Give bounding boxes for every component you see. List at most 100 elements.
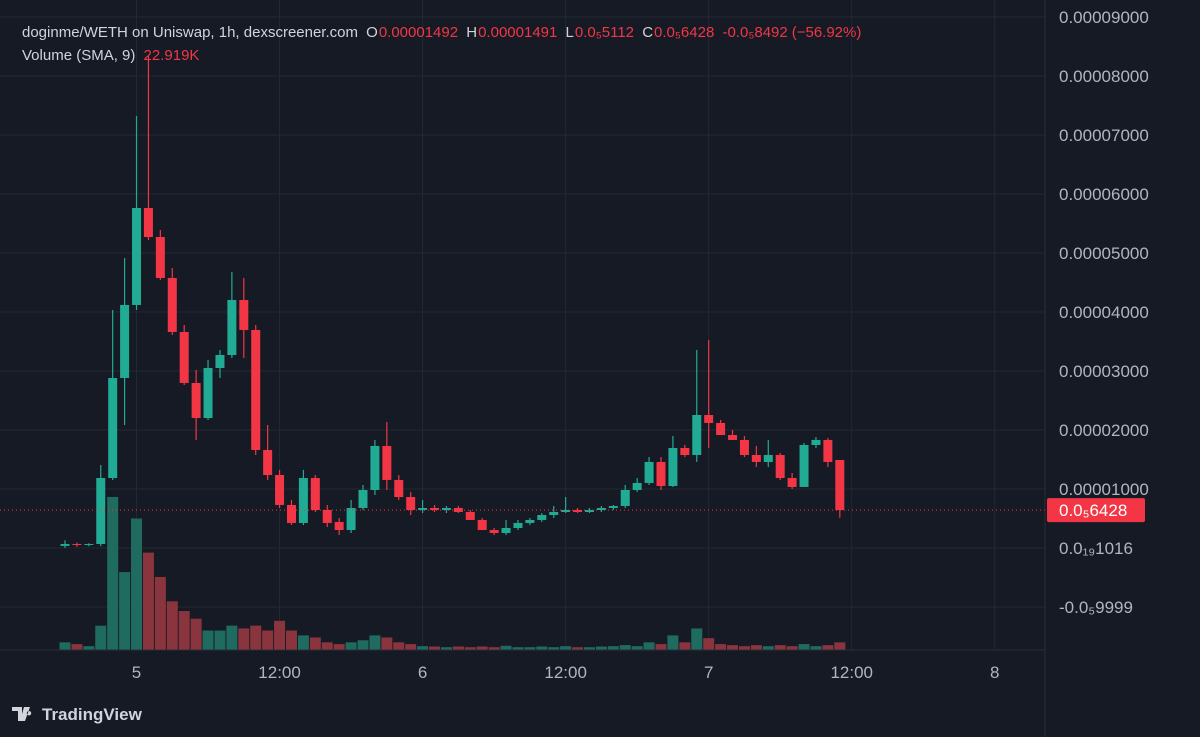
- candle-body: [561, 509, 571, 512]
- volume-bar: [572, 647, 584, 650]
- ohlc-value: 0.00001491: [478, 24, 558, 41]
- volume-bar: [381, 637, 393, 650]
- volume-bar: [464, 647, 476, 650]
- volume-bar: [333, 644, 345, 650]
- candle-body: [358, 489, 368, 508]
- candle-body: [84, 543, 94, 545]
- candle-body: [406, 497, 416, 510]
- volume-bar: [834, 642, 846, 650]
- volume-pane: [59, 496, 846, 650]
- volume-bar: [595, 646, 607, 650]
- volume-bar: [429, 646, 441, 650]
- symbol-title: doginme/WETH on Uniswap, 1h, dexscreener…: [22, 24, 358, 41]
- volume-bar: [476, 646, 488, 650]
- volume-bar: [405, 644, 417, 650]
- volume-bar: [345, 642, 357, 650]
- candle-body: [739, 439, 749, 456]
- candle-body: [203, 367, 213, 419]
- change-percent: (−56.92%): [791, 24, 862, 41]
- volume-bar: [178, 611, 190, 650]
- volume-bar: [309, 637, 321, 650]
- candle-body: [191, 382, 201, 419]
- volume-bar: [393, 642, 405, 650]
- volume-bar: [619, 645, 631, 650]
- candle-body: [382, 445, 392, 480]
- ohlc-name: O: [366, 24, 378, 41]
- candle-body: [322, 509, 332, 523]
- y-tick-label: 0.00005000: [1059, 244, 1149, 263]
- candle-body: [704, 415, 714, 423]
- x-tick-label: 12:00: [830, 663, 873, 682]
- candle-body: [513, 522, 523, 528]
- change: -0.0₅8492: [722, 24, 788, 41]
- candle-body: [668, 447, 678, 486]
- y-tick-label: 0.00001000: [1059, 480, 1149, 499]
- candle-body: [573, 509, 583, 512]
- ohlc-name: C: [642, 24, 654, 41]
- candle-body: [227, 300, 237, 356]
- candle-body: [835, 459, 845, 511]
- candle-body: [584, 509, 594, 512]
- candle-body: [120, 304, 130, 379]
- volume-bar: [83, 646, 95, 650]
- last-price-box: [1047, 498, 1145, 523]
- candle-body: [775, 455, 785, 479]
- volume-bar: [285, 630, 297, 650]
- x-tick-label: 6: [418, 663, 427, 682]
- candle-body: [370, 445, 380, 490]
- candle-body: [751, 455, 761, 462]
- candle-body: [275, 475, 285, 505]
- candle-body: [537, 515, 547, 520]
- volume-bar: [536, 646, 548, 650]
- x-tick-label: 12:00: [258, 663, 301, 682]
- candle-body: [298, 478, 308, 523]
- candle-body: [799, 444, 809, 487]
- volume-bar: [154, 576, 166, 650]
- candle-body: [394, 479, 404, 498]
- volume-bar: [512, 647, 524, 650]
- ohlc-value: 0.00001492: [378, 24, 459, 41]
- candle-body: [155, 237, 165, 279]
- candle-body: [441, 507, 451, 510]
- volume-bar: [679, 642, 691, 650]
- candle-body: [811, 439, 821, 445]
- volume-bar: [369, 635, 381, 650]
- volume-bar: [524, 647, 536, 650]
- watermark: TradingView: [42, 705, 143, 724]
- candle-body: [596, 507, 606, 510]
- candle-body: [644, 461, 654, 483]
- volume-bar: [691, 628, 703, 650]
- volume-bar: [297, 635, 309, 650]
- volume-bar: [95, 625, 107, 650]
- legend-line: doginme/WETH on Uniswap, 1h, dexscreener…: [22, 24, 865, 41]
- y-tick-label: 0.00009000: [1059, 8, 1149, 27]
- candle-body: [334, 521, 344, 530]
- volume-sma: 22.919K: [143, 47, 200, 64]
- candle-body: [477, 519, 487, 530]
- axes: 0.00009000 0.00008000 0.00007000 0.00006000…: [132, 8, 1149, 682]
- candle-body: [728, 435, 738, 440]
- candle-body: [608, 505, 618, 508]
- volume-bar: [762, 646, 774, 650]
- volume-bar: [262, 630, 274, 650]
- volume-bar: [810, 646, 822, 650]
- volume-bar: [107, 496, 119, 650]
- volume-title: Volume (SMA, 9): [22, 47, 136, 64]
- volume-bar: [202, 630, 214, 650]
- volume-bar: [357, 640, 369, 650]
- volume-bar: [560, 646, 572, 650]
- volume-bar: [226, 625, 238, 650]
- candles: [0, 55, 1045, 548]
- candle-body: [823, 439, 833, 462]
- candle-body: [132, 207, 142, 305]
- candle-body: [549, 511, 559, 516]
- candle-body: [489, 529, 499, 534]
- ohlc-value: 0.0₅6428: [654, 24, 715, 41]
- volume-bar: [488, 647, 500, 650]
- candle-body: [215, 355, 225, 368]
- x-tick-label: 12:00: [544, 663, 587, 682]
- candle-body: [501, 527, 511, 534]
- volume-bar: [142, 552, 154, 650]
